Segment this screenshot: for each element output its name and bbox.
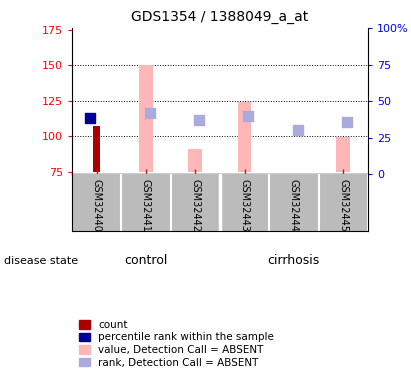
Text: control: control [124, 254, 168, 267]
Point [196, 117, 203, 123]
Legend: count, percentile rank within the sample, value, Detection Call = ABSENT, rank, : count, percentile rank within the sample… [77, 318, 276, 370]
Point [245, 113, 252, 119]
Text: GSM32444: GSM32444 [289, 179, 299, 232]
Text: GSM32441: GSM32441 [141, 179, 151, 232]
Bar [188, 149, 202, 171]
Point [295, 128, 301, 134]
Text: GSM32440: GSM32440 [92, 179, 102, 232]
Title: GDS1354 / 1388049_a_at: GDS1354 / 1388049_a_at [131, 10, 309, 24]
Text: GSM32443: GSM32443 [240, 179, 249, 232]
Point [344, 119, 351, 125]
Text: cirrhosis: cirrhosis [268, 254, 320, 267]
Text: GSM32445: GSM32445 [338, 179, 348, 232]
Text: disease state: disease state [4, 256, 78, 266]
Bar [336, 138, 350, 171]
Bar [238, 102, 252, 171]
Point [87, 115, 93, 121]
Bar [139, 65, 153, 171]
Point [147, 110, 153, 116]
Text: GSM32442: GSM32442 [190, 179, 200, 232]
Bar [93, 126, 100, 171]
